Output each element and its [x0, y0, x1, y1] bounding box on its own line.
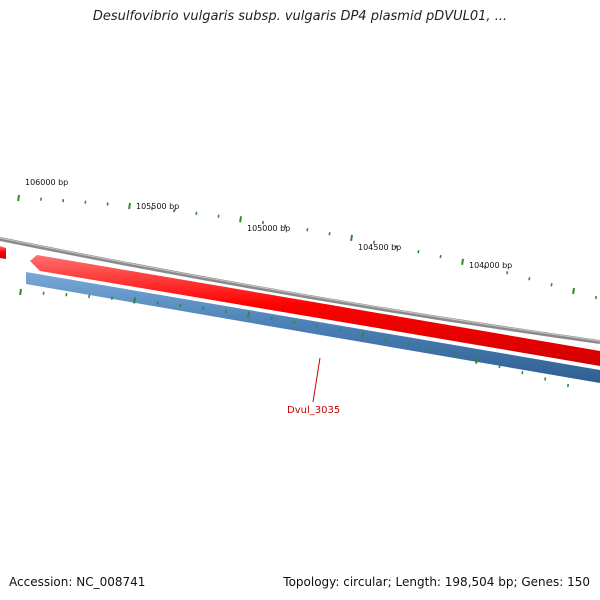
inner-minor-tick	[42, 291, 45, 295]
outer-minor-tick	[506, 271, 509, 275]
inner-major-tick	[247, 311, 250, 318]
outer-minor-tick	[217, 214, 220, 218]
inner-tick-ring	[19, 288, 569, 388]
backbone-ring-highlight	[0, 237, 600, 342]
inner-major-tick	[133, 297, 136, 304]
accession-text: Accession: NC_008741	[9, 575, 146, 589]
outer-major-tick	[239, 216, 242, 223]
outer-minor-tick	[417, 249, 420, 254]
outer-major-tick	[17, 194, 20, 202]
outer-minor-tick	[550, 283, 553, 287]
ruler-label-104500: 104500 bp	[358, 243, 401, 252]
outer-minor-tick	[594, 295, 597, 300]
gene-dvul-3035[interactable]	[26, 272, 600, 383]
inner-minor-tick	[110, 296, 113, 300]
outer-major-tick	[350, 234, 353, 242]
ruler-label-105000: 105000 bp	[247, 224, 290, 233]
gene-label-leader	[312, 357, 321, 403]
inner-major-tick	[19, 288, 22, 296]
ruler-label-105500: 105500 bp	[136, 202, 179, 211]
outer-minor-tick	[328, 232, 331, 236]
inner-minor-tick	[65, 293, 68, 297]
outer-minor-tick	[439, 254, 442, 259]
outer-minor-tick	[173, 209, 176, 213]
outer-minor-tick	[372, 240, 375, 244]
inner-major-tick	[475, 357, 478, 364]
forward-gene-left-fragment[interactable]	[0, 246, 6, 259]
outer-major-tick	[461, 258, 464, 265]
backbone-ring	[0, 237, 600, 344]
outer-minor-tick	[261, 220, 264, 225]
ruler-label-104000: 104000 bp	[469, 261, 512, 270]
ruler-labels: 106000 bp 105500 bp 105000 bp 104500 bp …	[25, 178, 512, 270]
outer-tick-ring	[17, 194, 597, 300]
outer-major-tick	[128, 202, 131, 210]
genome-stats-text: Topology: circular; Length: 198,504 bp; …	[283, 575, 590, 589]
gene-label-dvul-3035[interactable]: Dvul_3035	[287, 405, 340, 416]
outer-minor-tick	[195, 211, 198, 216]
outer-minor-tick	[306, 228, 309, 232]
map-title: Desulfovibrio vulgaris subsp. vulgaris D…	[92, 9, 508, 24]
outer-minor-tick	[528, 277, 531, 281]
outer-minor-tick	[284, 224, 287, 228]
outer-minor-tick	[483, 265, 486, 269]
inner-minor-tick	[88, 294, 91, 299]
forward-gene-band[interactable]	[30, 255, 600, 366]
ruler-label-106000: 106000 bp	[25, 178, 68, 187]
outer-minor-tick	[395, 245, 398, 249]
inner-major-tick	[361, 331, 364, 338]
outer-major-tick	[572, 287, 575, 295]
